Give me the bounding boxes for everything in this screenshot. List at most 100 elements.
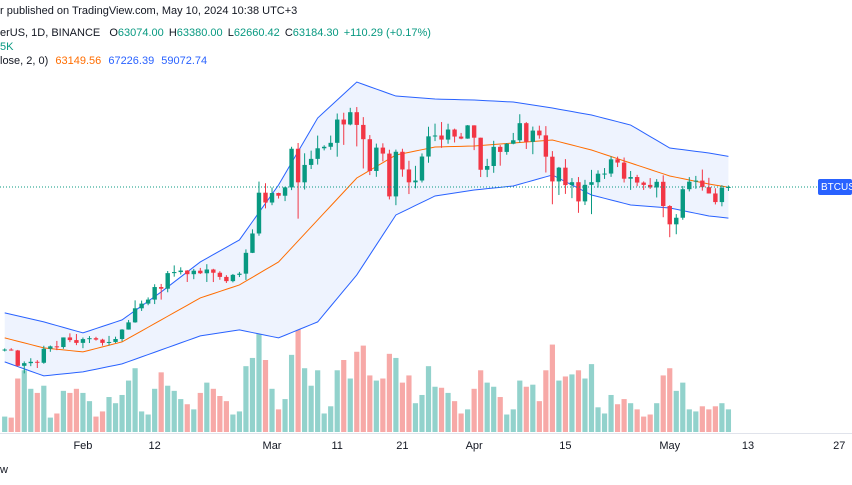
volume-bar: [667, 368, 673, 432]
volume-bar: [595, 407, 601, 432]
volume-bar: [458, 413, 464, 432]
candle-body: [224, 276, 229, 282]
candle-body: [289, 148, 294, 188]
candle-body: [452, 129, 457, 137]
candle-body: [204, 269, 210, 274]
volume-bar: [93, 416, 99, 432]
volume-bar: [341, 360, 347, 432]
volume-bar: [543, 370, 549, 432]
candle-body: [647, 184, 653, 188]
candle-body: [9, 349, 14, 351]
candle-body: [661, 181, 666, 207]
ohlc-key: C: [285, 27, 293, 39]
band-line: [4, 81, 729, 334]
candle-body: [471, 125, 477, 138]
volume-bar: [80, 392, 86, 432]
x-tick-label: 12: [149, 440, 161, 452]
volume-bar: [321, 413, 327, 432]
volume-bar: [373, 380, 379, 432]
candle-body: [230, 274, 236, 282]
plot-area: [0, 81, 818, 432]
volume-bar: [308, 385, 314, 432]
candle-body: [478, 137, 483, 170]
volume-bar: [699, 406, 705, 432]
volume-bar: [204, 382, 210, 432]
volume-bar: [191, 409, 197, 432]
volume-bar: [484, 382, 490, 432]
candle-body: [576, 182, 581, 202]
candle-body: [172, 272, 177, 274]
volume-bar: [569, 374, 575, 432]
candle-body: [680, 189, 685, 218]
candle-body: [439, 135, 444, 140]
volume-bar: [21, 370, 27, 432]
candle-body: [35, 361, 40, 363]
x-tick-label: Feb: [73, 440, 92, 452]
band-line: [4, 139, 729, 353]
candle-body: [621, 162, 627, 179]
candle-body: [315, 148, 320, 159]
candle-body: [22, 363, 27, 366]
x-tick-label: 13: [742, 440, 754, 452]
candle-body: [93, 338, 99, 340]
volume-bar: [34, 392, 40, 432]
logo-text: w: [0, 464, 8, 476]
candle-body: [641, 182, 646, 185]
volume-bar: [210, 388, 216, 432]
volume-bar: [119, 394, 125, 432]
candle-body: [237, 273, 242, 275]
volume-bar: [641, 416, 647, 432]
candle-body: [145, 299, 151, 304]
volume-bar: [347, 378, 353, 432]
volume-bar: [386, 353, 392, 432]
volume-bar: [719, 403, 725, 432]
volume-bar: [60, 390, 66, 432]
candle-body: [282, 187, 288, 196]
volume-bar: [223, 401, 229, 432]
volume-bar: [412, 403, 419, 432]
candle-body: [706, 187, 712, 194]
candle-body: [445, 129, 451, 140]
ohlc-value: 62660.42: [234, 27, 280, 39]
volume-bar: [445, 392, 451, 432]
ohlc-key: L: [228, 27, 234, 39]
candle-body: [504, 143, 509, 152]
volume-bar: [660, 375, 666, 432]
volume-bar: [406, 375, 412, 432]
volume-bar: [230, 414, 236, 432]
volume-bar: [302, 368, 308, 432]
change: +110.29 (+0.17%): [344, 27, 431, 39]
volume-legend: 5K: [0, 41, 14, 53]
candle-body: [491, 146, 496, 166]
volume-bar: [693, 411, 699, 432]
candle-body: [524, 123, 529, 142]
volume-bar: [549, 344, 555, 432]
candle-body: [67, 337, 73, 341]
ohlc-value: 63380.00: [177, 27, 223, 39]
candle-body: [426, 136, 431, 157]
volume-bar: [393, 357, 399, 432]
x-tick-label: 15: [559, 440, 571, 452]
candle-body: [484, 165, 490, 170]
volume-bar: [556, 380, 562, 432]
candle-body: [87, 338, 92, 340]
symbol-legend: erUS, 1D, BINANCE O63074.00 H63380.00 L6…: [0, 27, 431, 39]
candle-body: [158, 287, 164, 289]
band-value: 59072.74: [161, 55, 207, 67]
candle-body: [61, 337, 66, 348]
volume-bar: [478, 370, 484, 432]
x-tick-label: May: [659, 440, 680, 452]
candle-body: [178, 270, 183, 273]
volume-bar: [262, 360, 269, 432]
volume-bar: [125, 380, 132, 432]
candle-body: [28, 361, 33, 364]
volume-bar: [256, 331, 262, 432]
candle-body: [693, 180, 699, 182]
candle-body: [15, 350, 20, 366]
volume-bar: [152, 388, 158, 432]
candle-body: [511, 140, 516, 144]
ohlc-key: H: [169, 27, 177, 39]
candle-body: [380, 147, 386, 154]
volume-bar: [217, 396, 223, 432]
band-line: [4, 174, 729, 377]
